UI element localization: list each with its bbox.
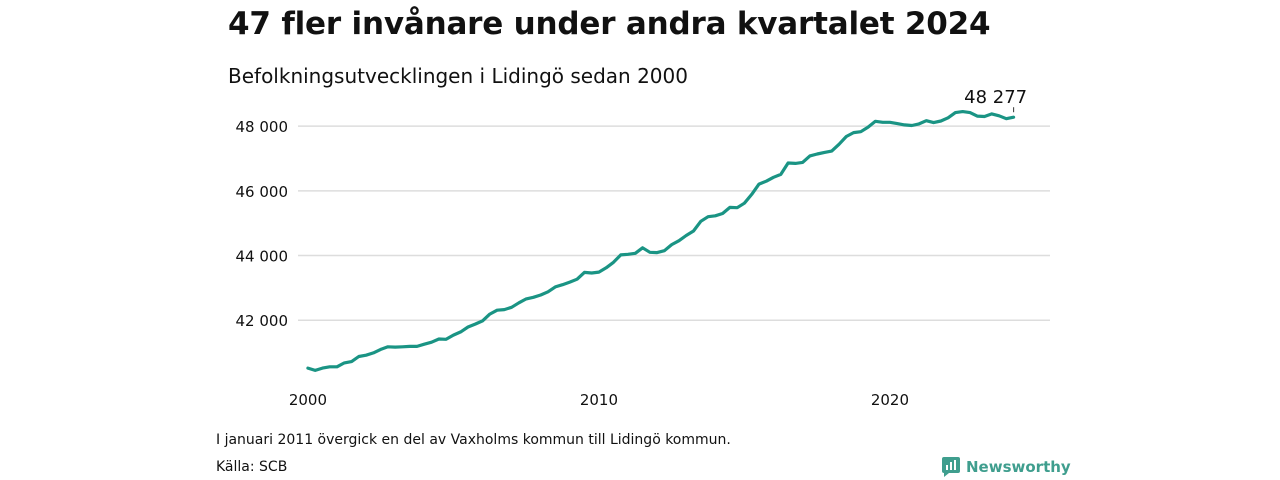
y-axis-tick-labels: 42 000 44 000 46 000 48 000 <box>236 118 289 330</box>
grid-lines <box>298 125 1050 321</box>
source-label: Källa: SCB <box>216 459 288 475</box>
newsworthy-logo-icon <box>942 457 960 477</box>
end-value-label: 48 277 <box>964 87 1027 108</box>
y-tick-label: 44 000 <box>236 248 289 266</box>
x-tick-label: 2020 <box>871 391 909 409</box>
brand-name: Newsworthy <box>966 458 1071 476</box>
y-tick-label: 42 000 <box>236 312 289 330</box>
chart-subtitle: Befolkningsutvecklingen i Lidingö sedan … <box>228 64 688 88</box>
chart-title: 47 fler invånare under andra kvartalet 2… <box>228 6 991 42</box>
x-tick-label: 2010 <box>580 391 618 409</box>
y-tick-label: 48 000 <box>236 118 289 136</box>
x-tick-label: 2000 <box>289 391 327 409</box>
newsworthy-logo: Newsworthy <box>942 457 1071 477</box>
x-axis-tick-labels: 2000 2010 2020 <box>289 391 909 409</box>
y-tick-label: 46 000 <box>236 183 289 201</box>
footnote: I januari 2011 övergick en del av Vaxhol… <box>216 432 731 448</box>
population-series-line <box>306 110 1016 372</box>
